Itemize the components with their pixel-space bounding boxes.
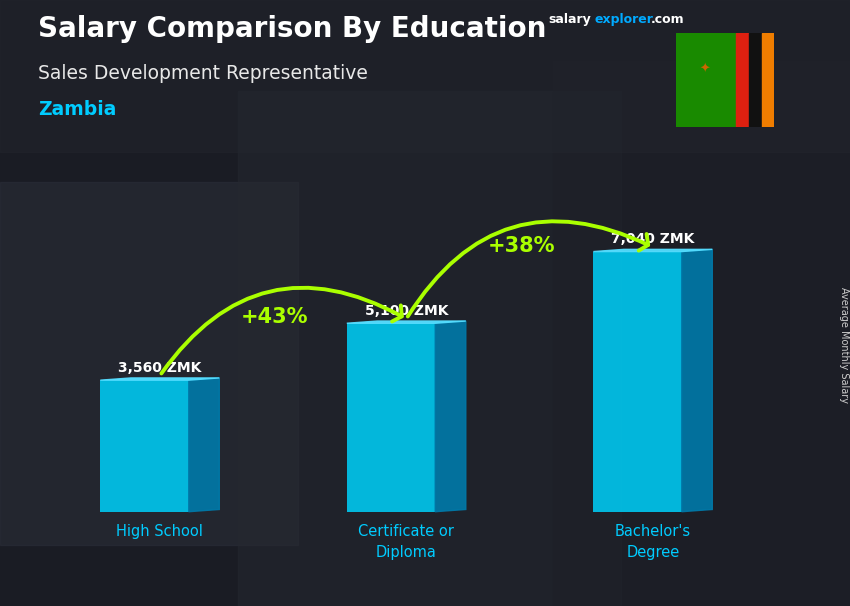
Text: ✦: ✦ xyxy=(700,62,711,76)
Text: +38%: +38% xyxy=(487,236,555,256)
Bar xyxy=(552,61,850,606)
Text: 3,560 ZMK: 3,560 ZMK xyxy=(118,361,201,375)
Text: 7,040 ZMK: 7,040 ZMK xyxy=(611,232,694,247)
Text: .com: .com xyxy=(651,13,685,26)
Text: Zambia: Zambia xyxy=(38,100,116,119)
Bar xyxy=(593,251,682,511)
Bar xyxy=(347,323,435,511)
Text: Salary Comparison By Education: Salary Comparison By Education xyxy=(38,15,547,43)
Polygon shape xyxy=(682,249,712,511)
Text: Sales Development Representative: Sales Development Representative xyxy=(38,64,368,82)
Text: Average Monthly Salary: Average Monthly Salary xyxy=(839,287,849,404)
Bar xyxy=(0,0,850,152)
Bar xyxy=(736,33,749,127)
Text: salary: salary xyxy=(548,13,591,26)
Bar xyxy=(0,182,298,545)
Text: 5,100 ZMK: 5,100 ZMK xyxy=(365,304,448,318)
Polygon shape xyxy=(189,378,219,511)
Polygon shape xyxy=(435,321,466,511)
Polygon shape xyxy=(100,378,219,380)
Bar xyxy=(100,380,189,511)
Text: Certificate or
Diploma: Certificate or Diploma xyxy=(359,524,454,561)
Text: explorer: explorer xyxy=(594,13,653,26)
Bar xyxy=(749,33,762,127)
Text: High School: High School xyxy=(116,524,203,539)
Text: +43%: +43% xyxy=(241,307,309,327)
Polygon shape xyxy=(347,321,466,323)
Bar xyxy=(762,33,774,127)
Bar xyxy=(238,91,620,606)
Text: Bachelor's
Degree: Bachelor's Degree xyxy=(615,524,691,561)
Polygon shape xyxy=(593,249,712,251)
